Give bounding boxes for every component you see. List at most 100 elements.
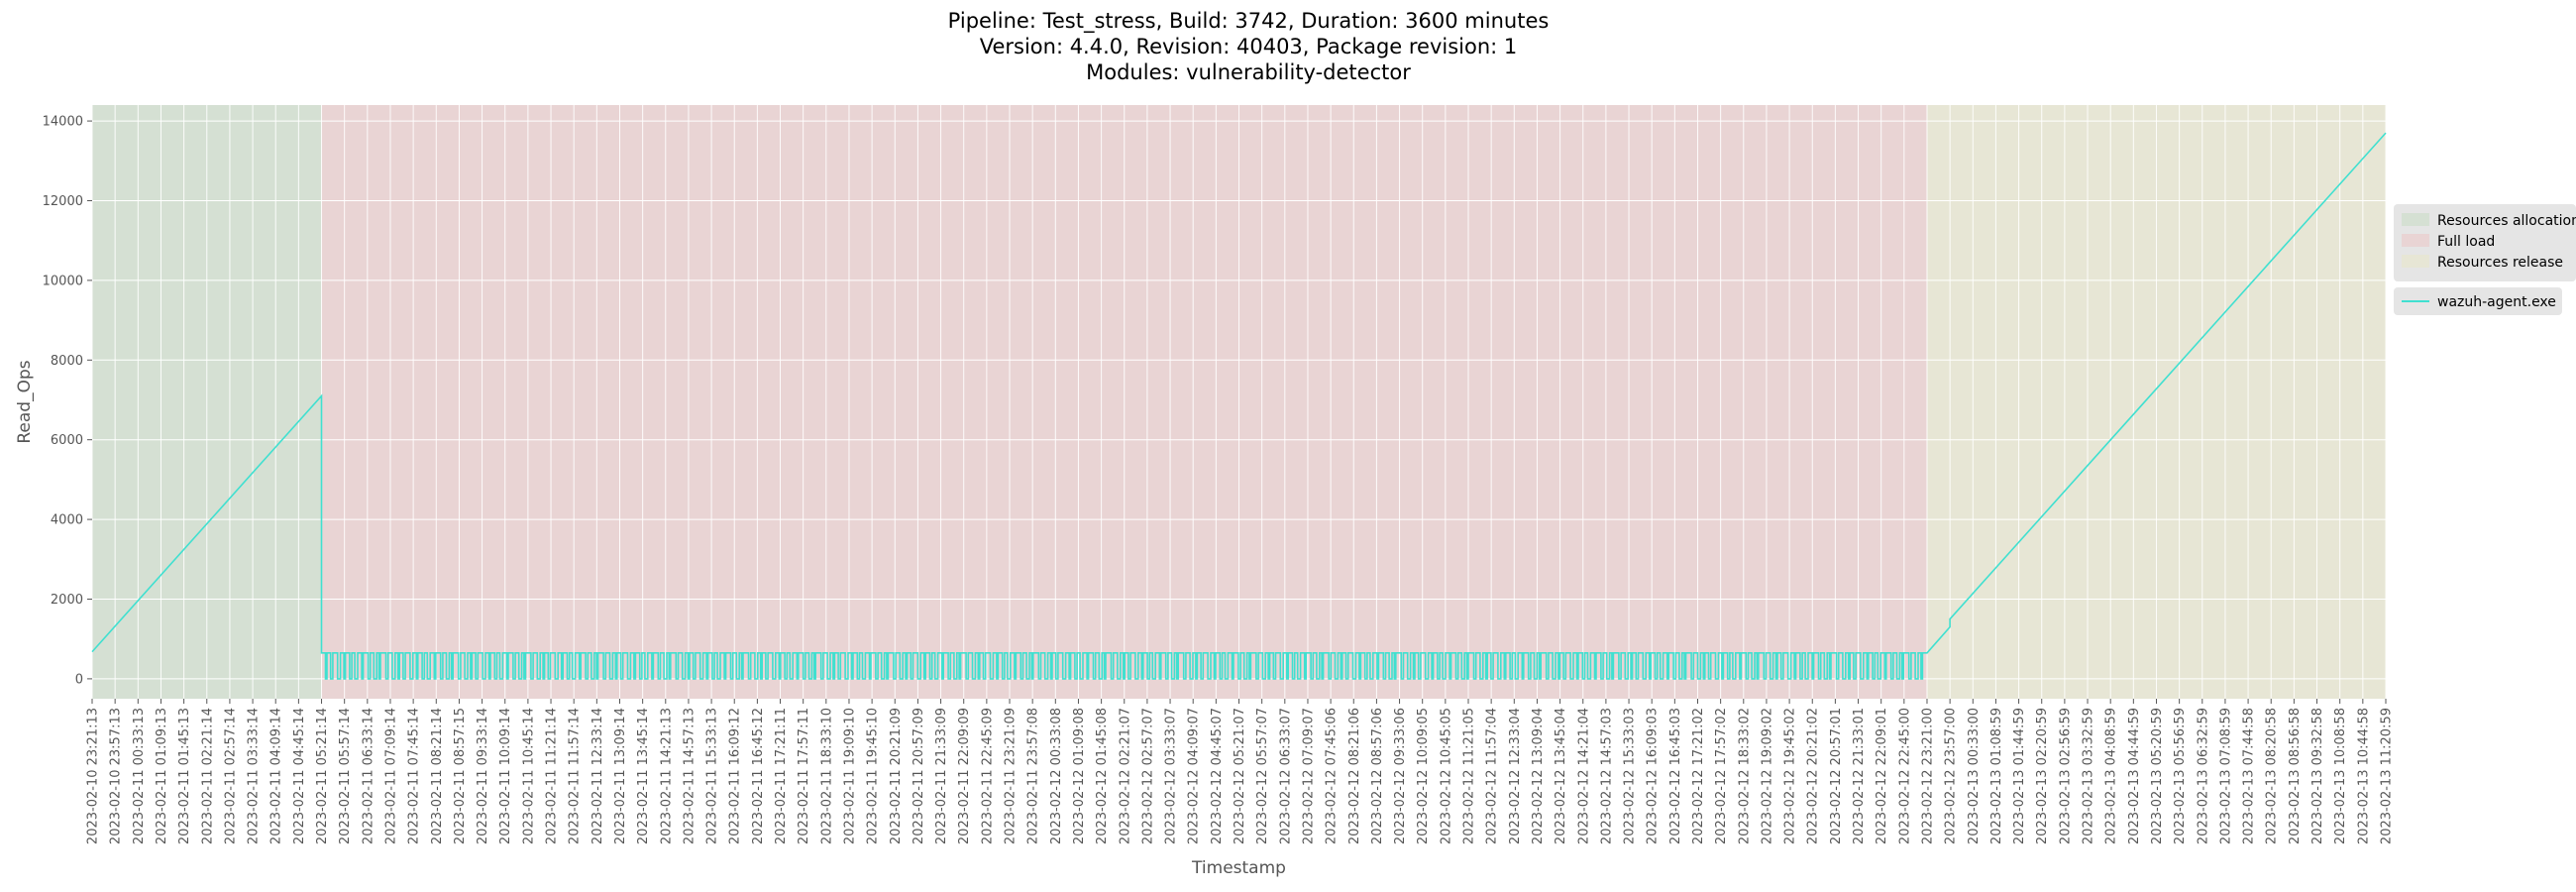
x-tick-label: 2023-02-11 08:57:15 — [453, 708, 468, 844]
x-tick-label: 2023-02-12 23:21:00 — [1920, 708, 1935, 844]
legend-series-box — [2394, 287, 2562, 315]
x-tick-label: 2023-02-12 17:57:02 — [1714, 708, 1729, 844]
x-tick-label: 2023-02-11 20:57:09 — [912, 708, 926, 844]
y-tick-label: 0 — [75, 672, 83, 687]
chart-title: Pipeline: Test_stress, Build: 3742, Dura… — [0, 8, 2497, 85]
x-tick-label: 2023-02-12 00:33:08 — [1049, 708, 1064, 844]
x-tick-label: 2023-02-11 01:45:13 — [177, 708, 192, 844]
x-tick-label: 2023-02-12 17:21:02 — [1691, 708, 1706, 844]
x-tick-label: 2023-02-11 21:33:09 — [934, 708, 949, 844]
x-tick-label: 2023-02-12 05:57:07 — [1255, 708, 1270, 844]
legend-swatch-2 — [2402, 255, 2429, 268]
x-tick-label: 2023-02-13 04:08:59 — [2104, 708, 2119, 844]
x-tick-label: 2023-02-12 16:09:03 — [1646, 708, 1661, 844]
x-tick-label: 2023-02-12 10:09:05 — [1416, 708, 1431, 844]
x-tick-label: 2023-02-12 19:45:02 — [1783, 708, 1798, 844]
x-tick-label: 2023-02-13 09:32:58 — [2310, 708, 2325, 844]
x-tick-label: 2023-02-12 20:57:01 — [1829, 708, 1844, 844]
y-tick-label: 10000 — [43, 274, 83, 288]
y-tick-label: 12000 — [43, 194, 83, 209]
x-tick-label: 2023-02-11 02:21:14 — [200, 708, 215, 844]
x-tick-label: 2023-02-12 06:33:07 — [1278, 708, 1293, 844]
x-tick-label: 2023-02-11 19:09:10 — [842, 708, 857, 844]
x-tick-label: 2023-02-12 23:57:00 — [1944, 708, 1959, 844]
x-tick-label: 2023-02-13 05:56:59 — [2173, 708, 2188, 844]
x-tick-label: 2023-02-12 05:21:07 — [1233, 708, 1247, 844]
x-tick-label: 2023-02-11 17:57:11 — [797, 708, 811, 844]
x-tick-label: 2023-02-12 16:45:03 — [1668, 708, 1683, 844]
x-tick-label: 2023-02-11 10:09:14 — [498, 708, 513, 844]
x-tick-label: 2023-02-11 22:45:09 — [980, 708, 995, 844]
x-tick-label: 2023-02-11 20:21:09 — [889, 708, 904, 844]
y-axis-ticks: 0 2000 4000 6000 8000 10000 12000 14000 — [43, 115, 92, 687]
x-tick-label: 2023-02-11 07:09:14 — [383, 708, 398, 844]
x-tick-label: 2023-02-12 11:57:04 — [1485, 708, 1500, 844]
x-tick-label: 2023-02-13 02:20:59 — [2035, 708, 2050, 844]
legend-label-1: Full load — [2437, 234, 2495, 250]
x-tick-label: 2023-02-12 22:45:00 — [1897, 708, 1912, 844]
x-tick-label: 2023-02-12 09:33:06 — [1393, 708, 1408, 844]
x-tick-label: 2023-02-12 04:45:07 — [1210, 708, 1225, 844]
x-tick-label: 2023-02-12 12:33:04 — [1508, 708, 1523, 844]
x-tick-label: 2023-02-11 06:33:14 — [361, 708, 376, 844]
legend-label-0: Resources allocation — [2437, 213, 2576, 229]
x-tick-label: 2023-02-12 13:45:04 — [1554, 708, 1568, 844]
y-tick-label: 2000 — [51, 593, 83, 608]
x-axis-label: Timestamp — [1191, 858, 1286, 878]
legend-swatch-0 — [2402, 213, 2429, 226]
x-tick-label: 2023-02-12 19:09:02 — [1760, 708, 1774, 844]
x-tick-label: 2023-02-11 02:57:14 — [223, 708, 238, 844]
legend-swatch-1 — [2402, 234, 2429, 247]
x-tick-label: 2023-02-13 02:56:59 — [2058, 708, 2073, 844]
x-tick-label: 2023-02-13 01:08:59 — [1989, 708, 2004, 844]
title-line-3: Modules: vulnerability-detector — [1086, 60, 1411, 84]
x-tick-label: 2023-02-11 10:45:14 — [521, 708, 536, 844]
x-tick-label: 2023-02-12 01:45:08 — [1095, 708, 1110, 844]
x-tick-label: 2023-02-11 04:45:14 — [292, 708, 307, 844]
x-tick-label: 2023-02-13 10:44:58 — [2356, 708, 2371, 844]
x-tick-label: 2023-02-11 03:33:14 — [247, 708, 262, 844]
x-tick-label: 2023-02-11 13:45:14 — [636, 708, 651, 844]
x-tick-label: 2023-02-13 05:20:59 — [2150, 708, 2165, 844]
x-tick-label: 2023-02-11 08:21:14 — [430, 708, 445, 844]
x-tick-label: 2023-02-11 23:57:08 — [1026, 708, 1041, 844]
x-tick-label: 2023-02-12 15:33:03 — [1623, 708, 1638, 844]
legend-series-label: wazuh-agent.exe — [2437, 294, 2556, 310]
x-tick-label: 2023-02-11 04:09:14 — [269, 708, 284, 844]
x-tick-label: 2023-02-11 00:33:13 — [132, 708, 147, 844]
x-axis-ticks: 2023-02-10 23:21:13 2023-02-10 23:57:13 20… — [86, 699, 2395, 844]
x-tick-label: 2023-02-13 03:32:59 — [2082, 708, 2096, 844]
y-tick-label: 8000 — [51, 354, 83, 369]
legend-label-2: Resources release — [2437, 255, 2563, 271]
series-line-wazuh-agent — [91, 132, 2387, 680]
x-tick-label: 2023-02-11 15:33:13 — [705, 708, 720, 844]
x-tick-label: 2023-02-13 11:20:59 — [2380, 708, 2395, 844]
legend-phase-box — [2394, 204, 2576, 281]
x-tick-label: 2023-02-12 18:33:02 — [1737, 708, 1752, 844]
x-tick-label: 2023-02-11 12:33:14 — [590, 708, 605, 844]
series-layer — [91, 132, 2387, 680]
x-tick-label: 2023-02-11 14:21:13 — [659, 708, 674, 844]
x-tick-label: 2023-02-12 08:21:06 — [1347, 708, 1362, 844]
x-tick-label: 2023-02-13 08:56:58 — [2288, 708, 2303, 844]
x-tick-label: 2023-02-13 04:44:59 — [2127, 708, 2142, 844]
grid-lines — [91, 105, 2387, 699]
x-tick-label: 2023-02-12 11:21:05 — [1462, 708, 1477, 844]
x-tick-label: 2023-02-11 23:21:09 — [1004, 708, 1019, 844]
x-tick-label: 2023-02-12 03:33:07 — [1164, 708, 1179, 844]
x-tick-label: 2023-02-12 14:57:03 — [1599, 708, 1614, 844]
x-tick-label: 2023-02-11 11:21:14 — [545, 708, 560, 844]
x-tick-label: 2023-02-13 10:08:58 — [2333, 708, 2348, 844]
x-tick-label: 2023-02-10 23:57:13 — [109, 708, 124, 844]
x-tick-label: 2023-02-12 20:21:02 — [1806, 708, 1821, 844]
title-line-1: Pipeline: Test_stress, Build: 3742, Dura… — [947, 9, 1550, 33]
y-tick-label: 14000 — [43, 115, 83, 130]
y-tick-label: 4000 — [51, 513, 83, 528]
legend: Resources allocation Full load Resources r… — [2394, 204, 2576, 315]
x-tick-label: 2023-02-11 14:57:13 — [682, 708, 697, 844]
x-tick-label: 2023-02-11 18:33:10 — [819, 708, 834, 844]
x-tick-label: 2023-02-13 00:33:00 — [1967, 708, 1982, 844]
x-tick-label: 2023-02-12 14:21:04 — [1576, 708, 1591, 844]
x-tick-label: 2023-02-11 17:21:11 — [774, 708, 789, 844]
x-tick-label: 2023-02-11 19:45:10 — [866, 708, 881, 844]
